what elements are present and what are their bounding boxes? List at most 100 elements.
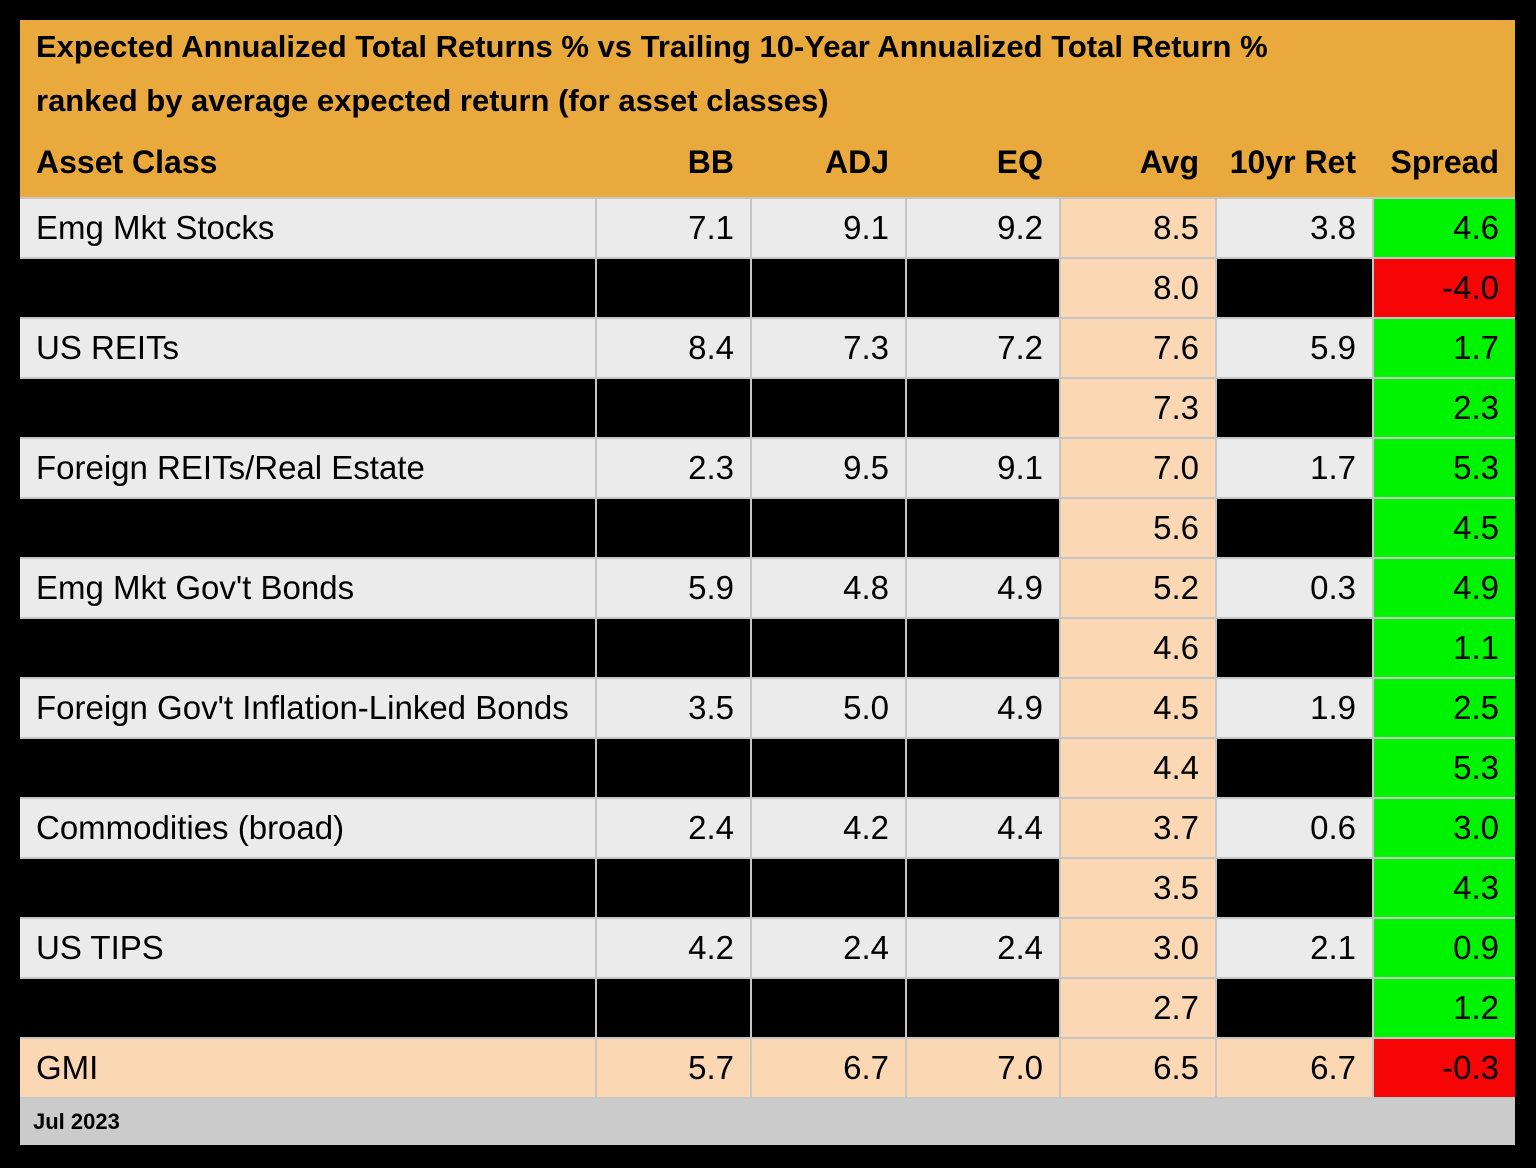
adj-cell: 5.0 (752, 679, 905, 737)
avg-cell: 4.5 (1061, 679, 1215, 737)
spread-cell: -0.3 (1374, 1039, 1515, 1097)
table-row: 3.5 4.3 (20, 859, 1515, 917)
table-footer: Jul 2023 (20, 1099, 1515, 1145)
10yr-ret-cell (1217, 739, 1372, 797)
eq-cell (907, 979, 1059, 1037)
10yr-ret-cell: 6.7 (1217, 1039, 1372, 1097)
eq-cell (907, 379, 1059, 437)
adj-cell: 6.7 (752, 1039, 905, 1097)
adj-cell (752, 379, 905, 437)
column-header-spread: Spread (1390, 144, 1499, 180)
bb-cell (597, 979, 750, 1037)
bb-cell: 2.4 (597, 799, 750, 857)
column-header-10yr-ret: 10yr Ret (1229, 144, 1356, 180)
bb-cell: 3.5 (597, 679, 750, 737)
adj-cell: 7.3 (752, 319, 905, 377)
10yr-ret-cell: 0.3 (1217, 559, 1372, 617)
avg-cell: 5.2 (1061, 559, 1215, 617)
spread-cell: 4.5 (1374, 499, 1515, 557)
eq-cell (907, 859, 1059, 917)
spread-cell: 4.6 (1374, 199, 1515, 257)
asset-class-cell (20, 739, 595, 797)
10yr-ret-cell (1217, 259, 1372, 317)
10yr-ret-cell (1217, 379, 1372, 437)
bb-cell (597, 739, 750, 797)
spread-cell: 2.5 (1374, 679, 1515, 737)
table-row: 4.6 1.1 (20, 619, 1515, 677)
10yr-ret-cell: 2.1 (1217, 919, 1372, 977)
eq-cell (907, 499, 1059, 557)
asset-class-cell: US TIPS (20, 919, 595, 977)
adj-cell (752, 499, 905, 557)
avg-cell: 7.3 (1061, 379, 1215, 437)
eq-cell: 4.9 (907, 559, 1059, 617)
bb-cell: 4.2 (597, 919, 750, 977)
table-row: Emg Mkt Stocks 7.1 9.1 9.2 8.5 3.8 4.6 (20, 199, 1515, 257)
bb-cell: 2.3 (597, 439, 750, 497)
spread-cell: 1.1 (1374, 619, 1515, 677)
page-title-line2: ranked by average expected return (for a… (36, 83, 829, 118)
eq-cell: 2.4 (907, 919, 1059, 977)
spread-cell: -4.0 (1374, 259, 1515, 317)
spread-cell: 5.3 (1374, 439, 1515, 497)
eq-cell: 7.2 (907, 319, 1059, 377)
asset-class-cell: Foreign Gov't Inflation-Linked Bonds (20, 679, 595, 737)
column-header-avg: Avg (1139, 144, 1199, 180)
spread-cell: 2.3 (1374, 379, 1515, 437)
asset-class-cell (20, 379, 595, 437)
asset-class-cell: US REITs (20, 319, 595, 377)
table-row: GMI 5.7 6.7 7.0 6.5 6.7 -0.3 (20, 1039, 1515, 1097)
eq-cell (907, 739, 1059, 797)
avg-cell: 8.5 (1061, 199, 1215, 257)
spread-cell: 4.3 (1374, 859, 1515, 917)
adj-cell (752, 619, 905, 677)
eq-cell: 4.4 (907, 799, 1059, 857)
10yr-ret-cell: 1.9 (1217, 679, 1372, 737)
table-row: Foreign Gov't Inflation-Linked Bonds 3.5… (20, 679, 1515, 737)
avg-cell: 5.6 (1061, 499, 1215, 557)
avg-cell: 8.0 (1061, 259, 1215, 317)
bb-cell: 5.7 (597, 1039, 750, 1097)
table-body: Emg Mkt Stocks 7.1 9.1 9.2 8.5 3.8 4.6 8… (20, 197, 1515, 1099)
bb-cell (597, 499, 750, 557)
eq-cell: 9.1 (907, 439, 1059, 497)
table-header-band: Expected Annualized Total Returns % vs T… (20, 20, 1515, 197)
bb-cell: 5.9 (597, 559, 750, 617)
column-header-asset-class: Asset Class (36, 144, 218, 180)
column-header-bb: BB (687, 144, 734, 180)
avg-cell: 3.7 (1061, 799, 1215, 857)
spread-cell: 4.9 (1374, 559, 1515, 617)
spread-cell: 1.2 (1374, 979, 1515, 1037)
spread-cell: 1.7 (1374, 319, 1515, 377)
avg-cell: 2.7 (1061, 979, 1215, 1037)
adj-cell (752, 739, 905, 797)
avg-cell: 3.5 (1061, 859, 1215, 917)
bb-cell: 7.1 (597, 199, 750, 257)
adj-cell: 2.4 (752, 919, 905, 977)
asset-class-cell: Emg Mkt Gov't Bonds (20, 559, 595, 617)
avg-cell: 4.6 (1061, 619, 1215, 677)
10yr-ret-cell (1217, 979, 1372, 1037)
10yr-ret-cell: 0.6 (1217, 799, 1372, 857)
bb-cell (597, 379, 750, 437)
column-header-adj: ADJ (824, 144, 889, 180)
bb-cell (597, 259, 750, 317)
adj-cell: 4.8 (752, 559, 905, 617)
eq-cell (907, 619, 1059, 677)
adj-cell: 9.5 (752, 439, 905, 497)
page-title: Expected Annualized Total Returns % vs T… (20, 20, 1515, 128)
asset-class-cell: GMI (20, 1039, 595, 1097)
adj-cell: 4.2 (752, 799, 905, 857)
eq-cell: 7.0 (907, 1039, 1059, 1097)
10yr-ret-cell (1217, 619, 1372, 677)
adj-cell (752, 979, 905, 1037)
returns-table: Expected Annualized Total Returns % vs T… (20, 20, 1515, 1145)
table-row: 5.6 4.5 (20, 499, 1515, 557)
10yr-ret-cell (1217, 859, 1372, 917)
asset-class-cell (20, 499, 595, 557)
spread-cell: 0.9 (1374, 919, 1515, 977)
column-header-eq: EQ (996, 144, 1043, 180)
table-row: Foreign REITs/Real Estate 2.3 9.5 9.1 7.… (20, 439, 1515, 497)
10yr-ret-cell (1217, 499, 1372, 557)
